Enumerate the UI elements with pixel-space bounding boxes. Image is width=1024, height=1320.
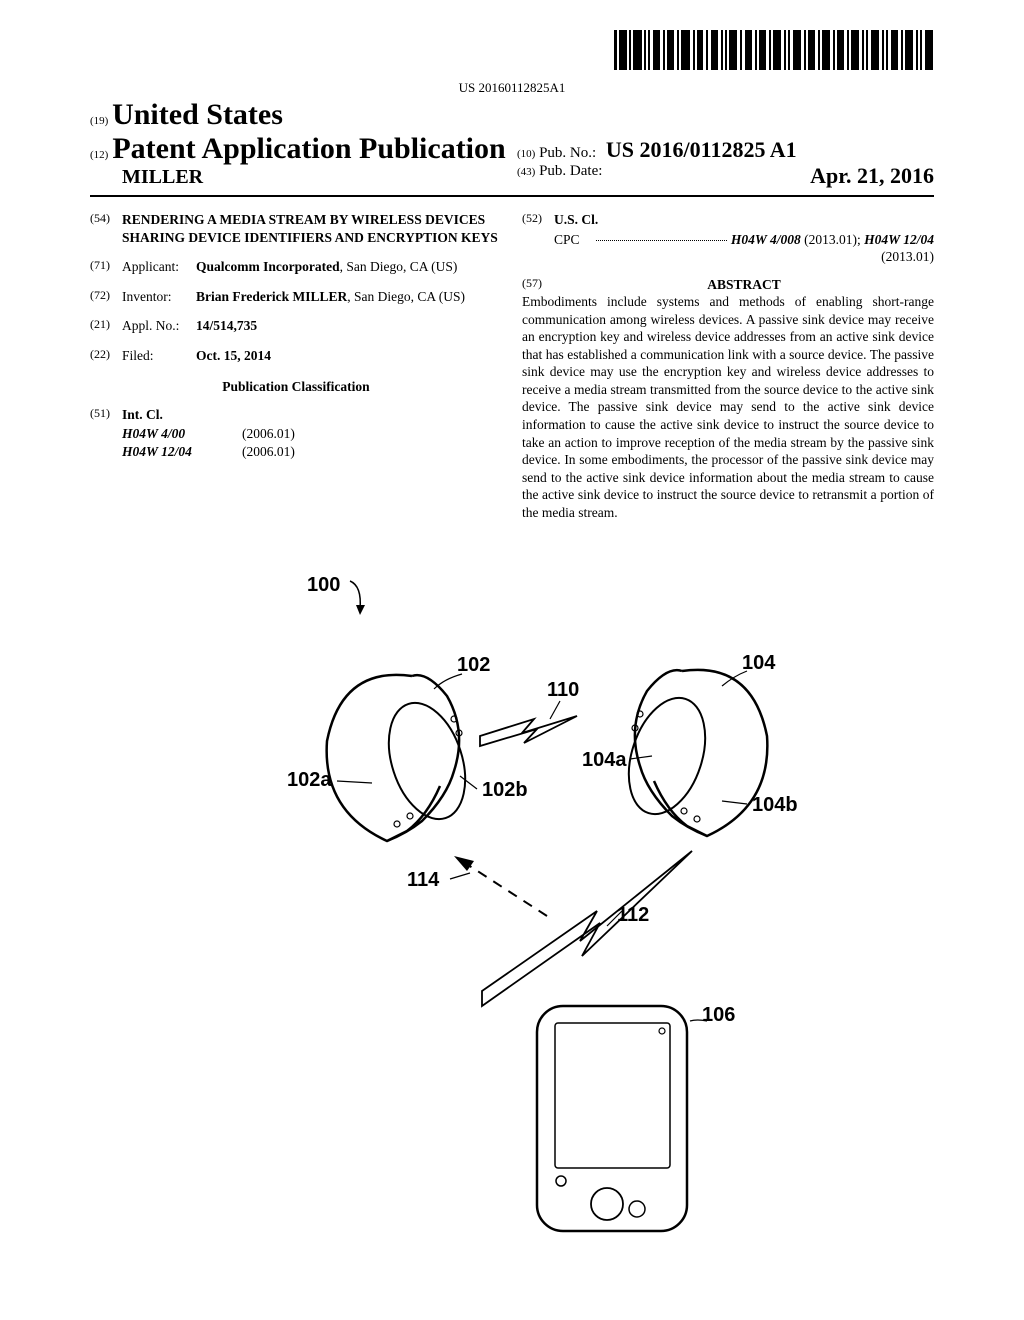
cpc-version: (2013.01); [804,232,861,247]
barcode-number: US 20160112825A1 [90,80,934,96]
barcode-graphic [614,30,934,74]
uscl-code: (52) [522,211,554,229]
cpc-label: CPC [554,231,592,249]
country-name: United States [112,98,283,131]
intcl-version: (2006.01) [242,443,295,461]
intcl-row: H04W 12/04 (2006.01) [122,443,502,461]
publication-number: US 2016/0112825 A1 [606,137,797,162]
pub-type-code: (12) [90,149,108,161]
inventor-name: Brian Frederick MILLER [196,289,347,304]
application-number: 14/514,735 [196,318,257,333]
intcl-class: H04W 12/04 [122,443,242,461]
applicant-location: , San Diego, CA (US) [340,259,458,274]
pubno-code: (10) [517,148,535,160]
ref-104a: 104a [582,749,627,771]
ref-104: 104 [742,652,776,674]
applicant-label: Applicant: [122,258,196,276]
pubdate-label: Pub. Date: [539,163,602,179]
filed-date: Oct. 15, 2014 [196,348,271,363]
filed-code: (22) [90,347,122,365]
source-device [537,1006,687,1231]
intcl-label: Int. Cl. [122,407,163,422]
ref-106: 106 [702,1004,735,1026]
ref-102b: 102b [482,779,528,801]
right-earpiece [615,670,767,836]
ref-102: 102 [457,654,490,676]
invention-title: RENDERING A MEDIA STREAM BY WIRELESS DEV… [122,211,502,246]
applno-code: (21) [90,317,122,335]
pubno-label: Pub. No.: [539,145,596,161]
pubdate-code: (43) [517,166,535,178]
abstract-code: (57) [522,276,554,294]
cpc-version: (2013.01) [554,248,934,266]
ref-104b: 104b [752,794,798,816]
intcl-code: (51) [90,406,122,424]
ref-102a: 102a [287,769,332,791]
intcl-class: H04W 4/00 [122,425,242,443]
patent-figure: 100 102 102a 102b [212,561,812,1241]
country-code: (19) [90,115,108,127]
header-row: (19) United States (12) Patent Applicati… [90,98,934,197]
filed-label: Filed: [122,347,196,365]
ref-100: 100 [307,574,340,596]
applicant-code: (71) [90,258,122,276]
inventor-label: Inventor: [122,288,196,306]
uscl-label: U.S. Cl. [554,212,598,227]
applicant-name: Qualcomm Incorporated [196,259,340,274]
intcl-row: H04W 4/00 (2006.01) [122,425,502,443]
title-code: (54) [90,211,122,246]
inventor-code: (72) [90,288,122,306]
figure-area: 100 102 102a 102b [90,561,934,1246]
author-name: MILLER [90,166,507,189]
inventor-location: , San Diego, CA (US) [347,289,465,304]
cpc-class: H04W 4/008 [731,232,801,247]
cpc-class: H04W 12/04 [864,232,934,247]
classification-heading: Publication Classification [90,378,502,396]
publication-date: Apr. 21, 2016 [810,163,934,189]
barcode-area: US 20160112825A1 [90,30,934,96]
intcl-version: (2006.01) [242,425,295,443]
ref-110: 110 [547,679,579,701]
right-column: (52) U.S. Cl. CPC H04W 4/008 (2013.01); … [522,211,934,521]
left-earpiece [327,675,479,841]
abstract-heading: ABSTRACT [554,276,934,294]
left-column: (54) RENDERING A MEDIA STREAM BY WIRELES… [90,211,502,521]
publication-type: Patent Application Publication [112,132,505,165]
ref-114: 114 [407,869,440,891]
abstract-text: Embodiments include systems and methods … [522,293,934,521]
cpc-row: CPC H04W 4/008 (2013.01); H04W 12/04 [554,231,934,249]
applno-label: Appl. No.: [122,317,196,335]
